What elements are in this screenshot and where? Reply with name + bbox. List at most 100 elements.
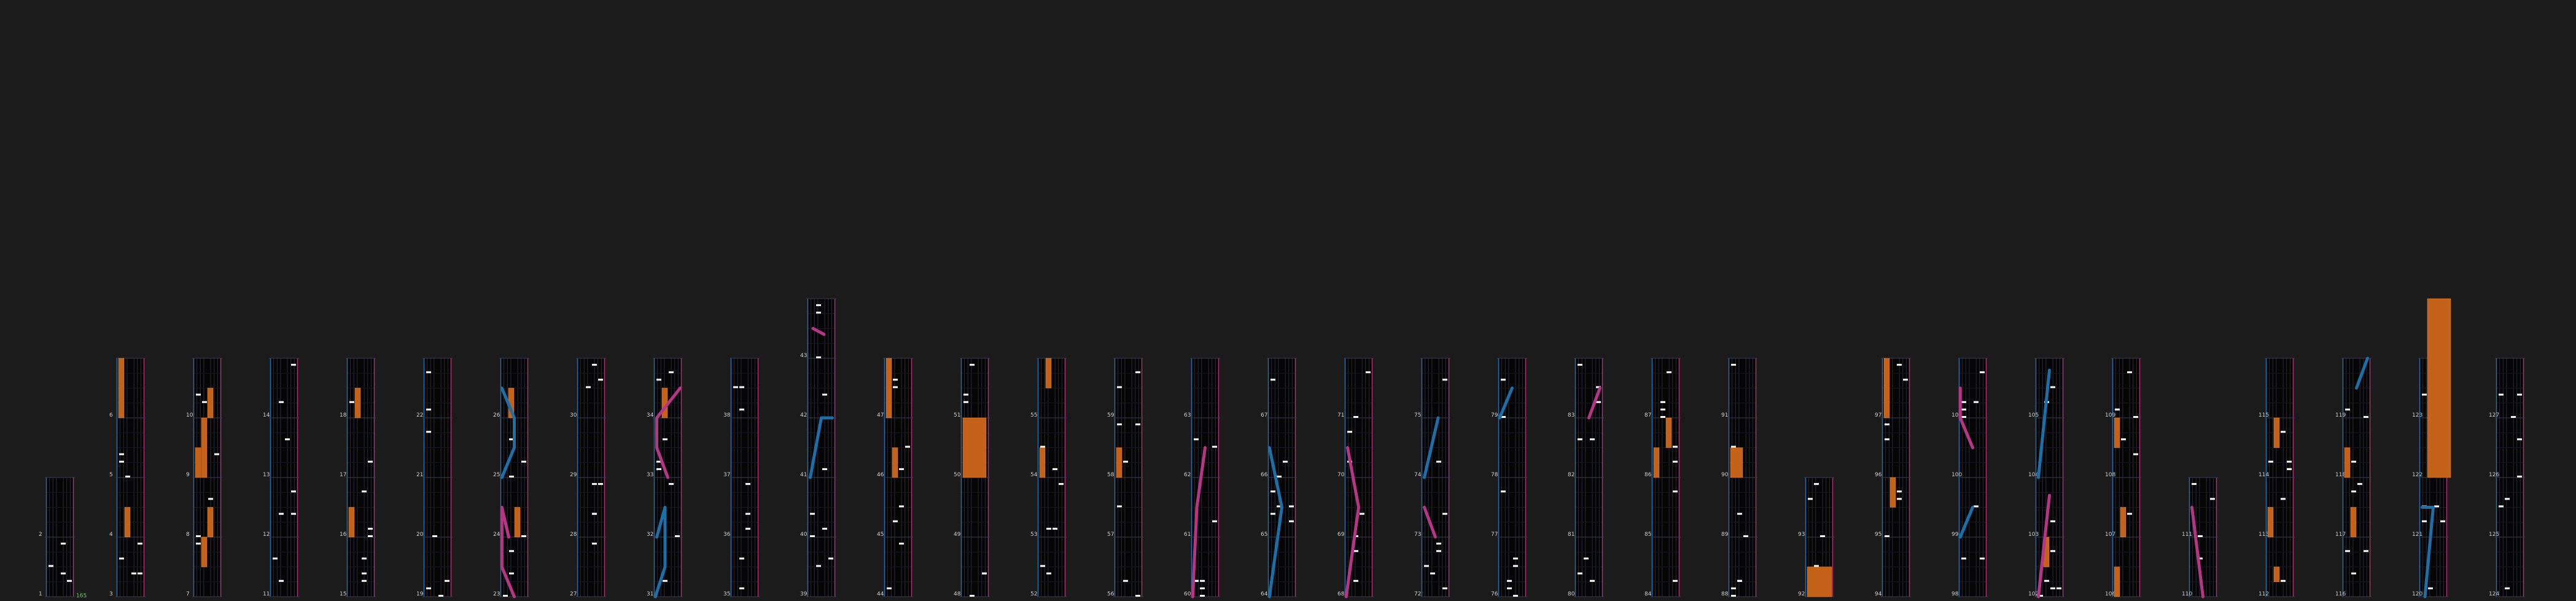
measure-number: 88 <box>1721 591 1729 597</box>
chart-column: 68 69 70 71 <box>1337 358 1374 597</box>
bpm-label: 165 <box>76 593 87 599</box>
chart-column: 110 111 <box>2182 477 2218 597</box>
measure-number: 57 <box>1107 532 1114 538</box>
long-note <box>962 417 987 478</box>
measure-number: 105 <box>2028 412 2039 418</box>
measure-number: 114 <box>2259 472 2269 478</box>
chip-note <box>1814 483 1819 485</box>
measure-number: 121 <box>2412 532 2422 538</box>
chip-note <box>131 572 136 575</box>
chip-note <box>2121 438 2126 441</box>
measure-number: 104 <box>2028 472 2039 478</box>
chip-note <box>49 565 53 567</box>
measure-number: 10 <box>186 412 193 418</box>
chip-note <box>1961 408 1966 410</box>
chip-note <box>362 572 367 575</box>
chip-note <box>119 460 124 463</box>
laser-left <box>500 387 516 479</box>
chip-note <box>2268 460 2273 463</box>
measure-number: 84 <box>1644 591 1652 597</box>
measure-number: 112 <box>2259 591 2269 597</box>
chip-note <box>362 490 367 493</box>
measure-number: 37 <box>723 472 730 478</box>
laser-right <box>1423 506 1437 539</box>
chip-note <box>2044 579 2049 582</box>
measure-number: 52 <box>1030 591 1037 597</box>
measure-number: 3 <box>109 591 113 597</box>
measure-number: 75 <box>1414 412 1421 418</box>
measure-number: 123 <box>2412 412 2422 418</box>
long-note <box>2273 417 2280 448</box>
chip-note <box>2281 579 2286 582</box>
chip-note <box>1059 483 1064 485</box>
laser-right <box>1191 446 1207 599</box>
measure-number: 42 <box>800 412 807 418</box>
chip-note <box>810 513 815 515</box>
chip-note <box>509 550 514 552</box>
chip-note <box>1974 401 1979 403</box>
measure-number: 82 <box>1568 472 1574 478</box>
measure-number: 86 <box>1644 472 1652 478</box>
chip-note <box>509 438 514 441</box>
measure-number: 9 <box>186 472 190 478</box>
chip-note <box>1501 416 1506 418</box>
long-note <box>201 417 208 478</box>
chip-note <box>1660 408 1665 410</box>
measure-number: 95 <box>1875 532 1881 538</box>
chip-note <box>745 483 750 485</box>
chip-note <box>426 408 431 410</box>
measure-number: 16 <box>340 532 347 538</box>
long-note <box>1807 567 1832 597</box>
chip-note <box>1212 520 1217 522</box>
chart-column: 112 113 114 115 <box>2259 358 2295 597</box>
chip-note <box>663 579 667 582</box>
measure-number: 51 <box>954 412 960 418</box>
chip-note <box>279 401 284 403</box>
chip-note <box>822 393 827 396</box>
chip-note <box>202 401 207 403</box>
chip-note <box>2505 587 2510 589</box>
laser-left <box>2355 356 2369 390</box>
long-note <box>1665 417 1672 448</box>
chip-note <box>893 520 898 522</box>
chip-note <box>963 401 968 403</box>
long-note <box>1039 447 1046 478</box>
chip-note <box>368 460 373 463</box>
measure-number: 62 <box>1184 472 1191 478</box>
chip-note <box>1053 527 1057 530</box>
long-note <box>2344 447 2351 478</box>
chip-note <box>2345 408 2350 410</box>
chip-note <box>816 312 821 314</box>
chip-note <box>1270 490 1275 493</box>
chip-note <box>2517 476 2522 477</box>
chip-note <box>1200 595 1205 597</box>
chip-note <box>816 356 821 358</box>
chip-note <box>1578 438 1582 441</box>
chip-note <box>362 557 367 560</box>
chip-note <box>745 513 750 515</box>
measure-number: 98 <box>1951 591 1959 597</box>
measure-number: 25 <box>493 472 500 478</box>
measure-number: 77 <box>1491 532 1498 538</box>
measure-number: 124 <box>2489 591 2499 597</box>
chip-note <box>592 483 597 485</box>
long-note <box>885 358 892 418</box>
chip-note <box>2422 520 2427 522</box>
chip-note <box>368 527 373 530</box>
measure-number: 17 <box>340 472 346 478</box>
measure-number: 103 <box>2028 532 2039 538</box>
long-note <box>201 536 208 567</box>
chip-note <box>1961 416 1966 418</box>
measure-number: 15 <box>340 591 346 597</box>
chip-note <box>656 379 661 381</box>
measure-number: 113 <box>2259 532 2269 538</box>
chip-note <box>2192 483 2197 485</box>
chip-note <box>592 513 597 515</box>
measure-number: 91 <box>1721 412 1728 418</box>
chip-note <box>1501 379 1506 381</box>
chip-note <box>1501 490 1506 493</box>
chip-note <box>1737 513 1742 515</box>
measure-number: 47 <box>877 412 884 418</box>
measure-number: 97 <box>1875 412 1881 418</box>
